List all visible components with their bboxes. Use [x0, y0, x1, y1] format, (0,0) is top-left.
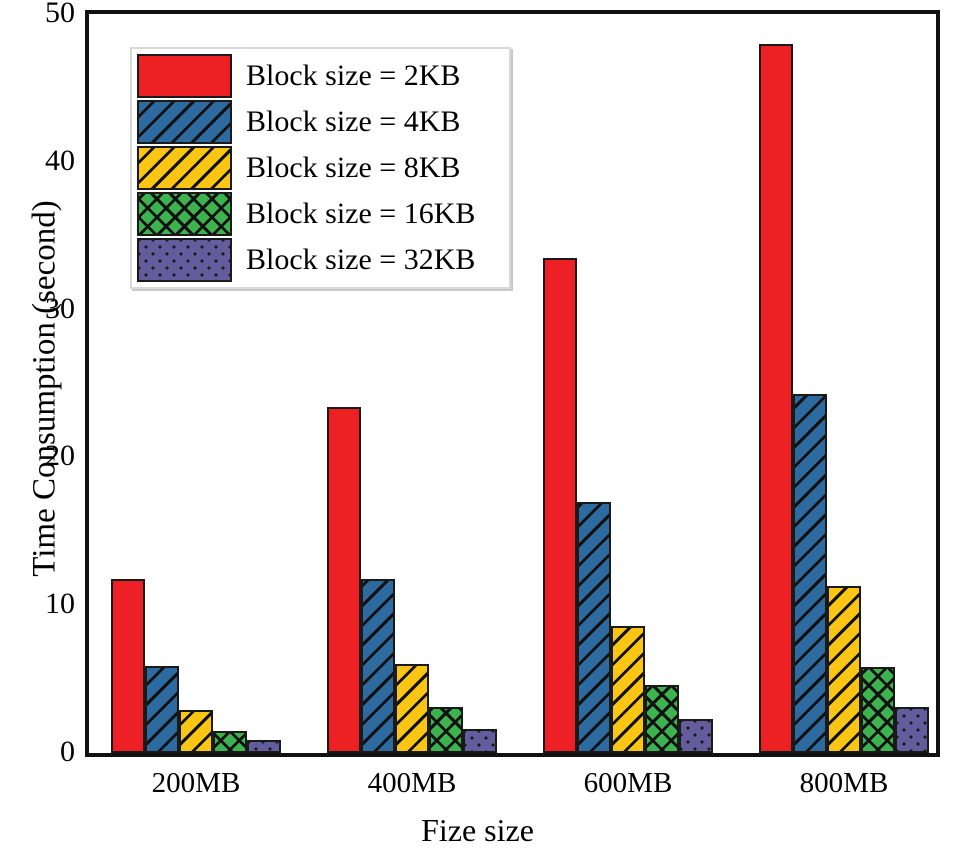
- x-axis-tick-label: 200MB: [151, 767, 241, 799]
- legend-swatch-icon: [137, 238, 232, 282]
- legend-swatch-icon: [137, 146, 232, 190]
- bar: [395, 664, 429, 753]
- legend-item-label: Block size = 32KB: [246, 243, 476, 276]
- legend-swatch-icon: [137, 192, 232, 236]
- bar: [895, 707, 929, 753]
- legend-item-label: Block size = 2KB: [246, 59, 461, 92]
- bar: [429, 707, 463, 753]
- x-axis-tick-label: 400MB: [367, 767, 457, 799]
- bar: [213, 730, 247, 753]
- bar: [577, 501, 611, 753]
- legend-swatch-icon: [137, 54, 232, 98]
- bar: [179, 710, 213, 753]
- bar: [145, 665, 179, 753]
- x-axis-tick-label: 800MB: [799, 767, 889, 799]
- bar: [247, 739, 281, 753]
- y-axis-tick-label: 30: [45, 291, 75, 325]
- bar: [793, 393, 827, 753]
- bar: [361, 578, 395, 753]
- legend-item[interactable]: Block size = 2KB: [137, 53, 503, 99]
- legend-item-label: Block size = 8KB: [246, 151, 461, 184]
- y-axis-tick-label: 50: [45, 0, 75, 29]
- legend-item-label: Block size = 4KB: [246, 105, 461, 138]
- bar: [327, 407, 361, 753]
- chart-legend[interactable]: Block size = 2KB Block size = 4KB Block si…: [130, 47, 511, 289]
- bar: [679, 719, 713, 753]
- bar: [827, 586, 861, 753]
- y-axis-tick-label: 10: [45, 587, 75, 621]
- legend-item-label: Block size = 16KB: [246, 197, 476, 230]
- bar: [861, 667, 895, 753]
- bar: [463, 729, 497, 753]
- x-axis-tick-label: 600MB: [583, 767, 673, 799]
- legend-item[interactable]: Block size = 32KB: [137, 237, 503, 283]
- bar: [645, 685, 679, 753]
- y-axis-tick-label: 0: [60, 735, 75, 768]
- bar: [759, 43, 793, 753]
- bar: [611, 625, 645, 753]
- bars-layer: [89, 14, 936, 753]
- x-axis-title: Fize size: [421, 812, 534, 848]
- legend-swatch-icon: [137, 100, 232, 144]
- legend-item[interactable]: Block size = 16KB: [137, 191, 503, 237]
- legend-item[interactable]: Block size = 8KB: [137, 145, 503, 191]
- legend-item[interactable]: Block size = 4KB: [137, 99, 503, 145]
- y-axis-tick-label: 20: [45, 439, 75, 473]
- bar: [111, 578, 145, 753]
- y-axis-tick-label: 40: [45, 143, 75, 177]
- bar: [543, 257, 577, 753]
